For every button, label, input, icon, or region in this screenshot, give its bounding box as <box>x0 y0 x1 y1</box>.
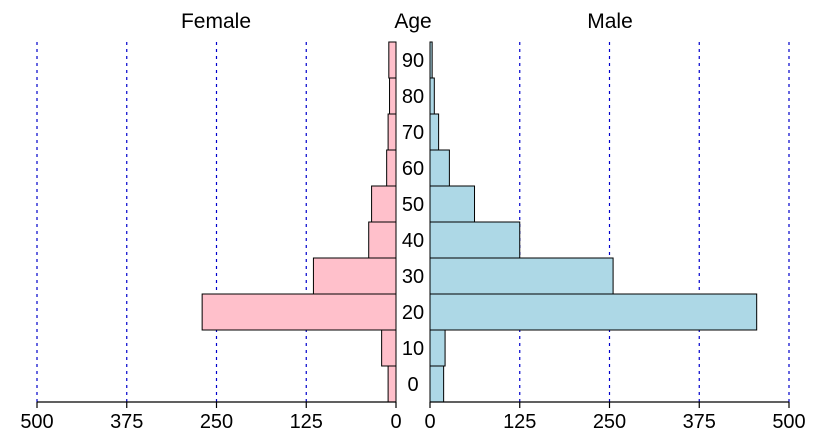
female-header: Female <box>181 10 251 33</box>
age-header: Age <box>394 10 431 33</box>
tick-label-female-250: 250 <box>200 411 233 433</box>
bar-male-50 <box>429 185 476 223</box>
bar-male-60 <box>429 149 450 187</box>
tick-label-female-375: 375 <box>110 411 143 433</box>
bar-female-10 <box>381 329 397 367</box>
bar-female-0 <box>387 365 397 403</box>
tick-label-male-0: 0 <box>424 411 435 433</box>
age-label-60: 60 <box>402 158 424 180</box>
age-labels: 0 10 20 30 40 50 60 70 80 90 <box>402 50 424 396</box>
tick-label-male-375: 375 <box>683 411 716 433</box>
tick-label-male-125: 125 <box>503 411 536 433</box>
age-label-70: 70 <box>402 122 424 144</box>
tick-label-male-250: 250 <box>593 411 626 433</box>
bar-male-90 <box>429 41 433 79</box>
bar-female-70 <box>387 113 397 151</box>
tick-label-female-0: 0 <box>390 411 401 433</box>
age-label-90: 90 <box>402 50 424 72</box>
age-label-20: 20 <box>402 302 424 324</box>
bar-male-80 <box>429 77 435 115</box>
bar-female-20 <box>201 293 397 331</box>
bar-male-70 <box>429 113 440 151</box>
age-label-40: 40 <box>402 230 424 252</box>
bars <box>201 41 758 403</box>
male-header: Male <box>587 10 633 33</box>
bar-female-50 <box>371 185 397 223</box>
bar-male-10 <box>429 329 446 367</box>
bar-female-40 <box>368 221 397 259</box>
bar-male-30 <box>429 257 614 295</box>
bar-female-30 <box>312 257 397 295</box>
age-label-0: 0 <box>407 374 418 396</box>
bar-male-40 <box>429 221 521 259</box>
x-axes: 0 0 125 125 250 250 375 375 500 500 <box>20 401 806 433</box>
tick-label-female-125: 125 <box>290 411 323 433</box>
bar-female-60 <box>386 149 397 187</box>
age-label-80: 80 <box>402 86 424 108</box>
bar-male-0 <box>429 365 445 403</box>
age-label-30: 30 <box>402 266 424 288</box>
bar-female-80 <box>389 77 397 115</box>
bar-female-90 <box>388 41 397 79</box>
age-label-50: 50 <box>402 194 424 216</box>
age-label-10: 10 <box>402 338 424 360</box>
tick-label-male-500: 500 <box>772 411 805 433</box>
bar-male-20 <box>429 293 758 331</box>
tick-label-female-500: 500 <box>20 411 53 433</box>
